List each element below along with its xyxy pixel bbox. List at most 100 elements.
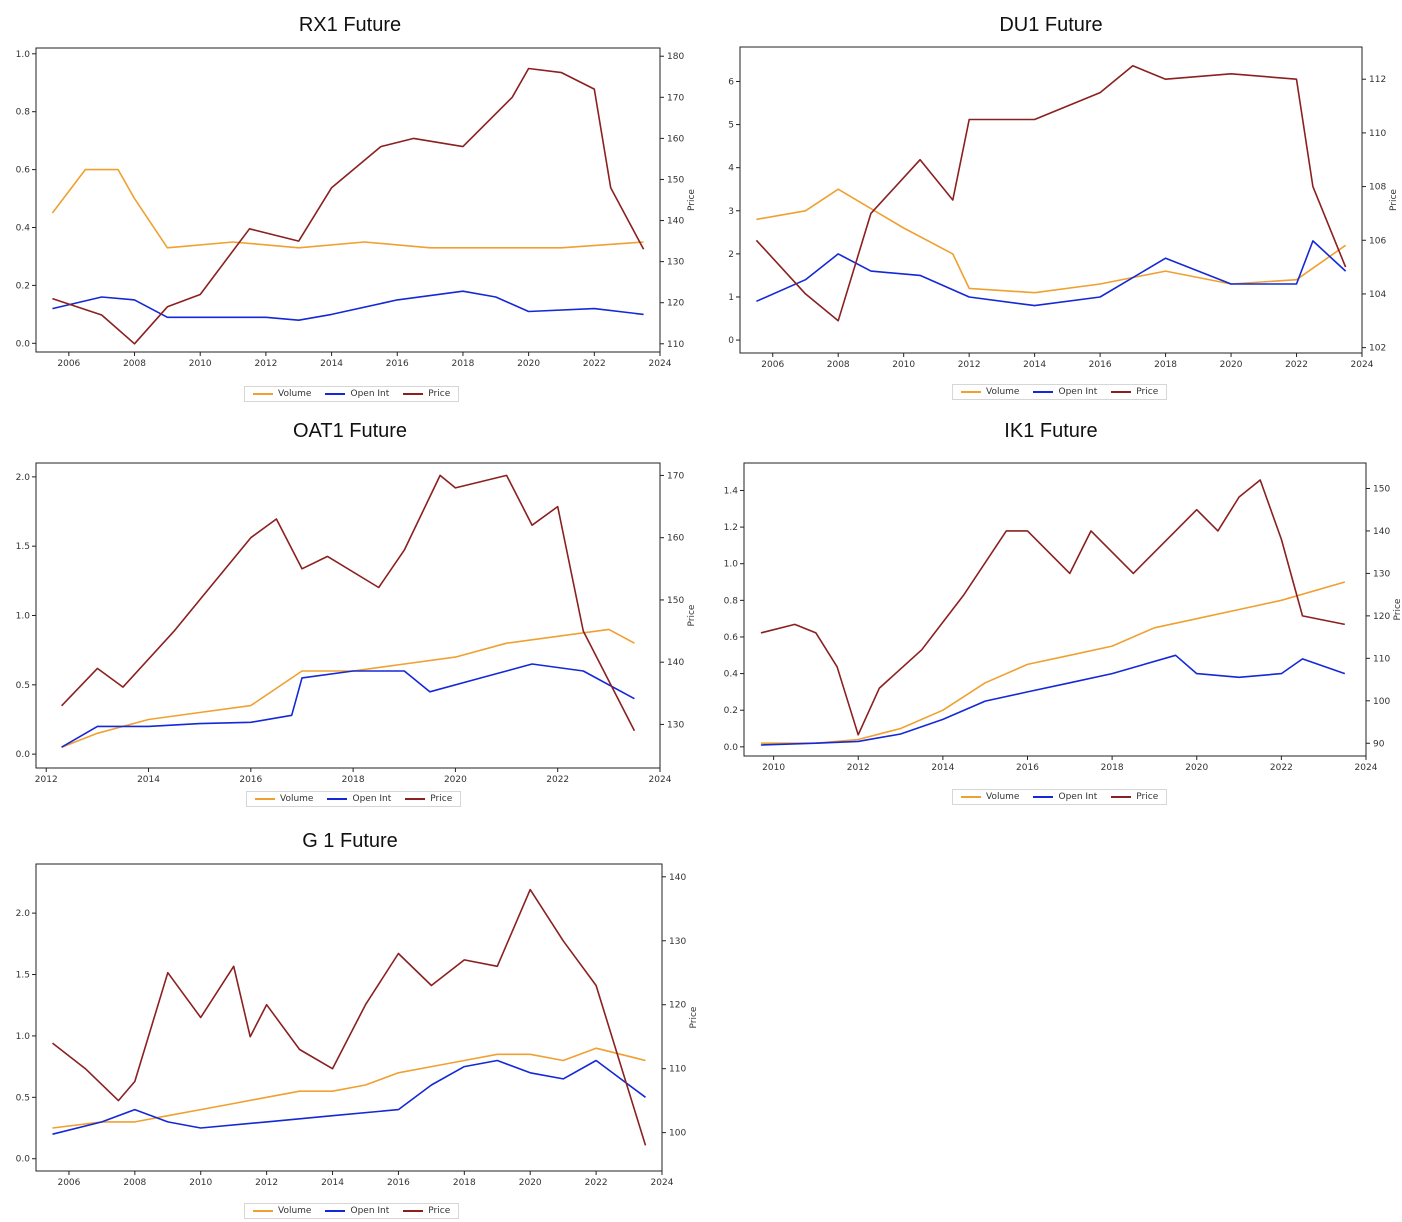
y-left-tick-label: 0.2 [724, 706, 738, 716]
x-tick-label: 2020 [517, 359, 540, 369]
legend-item-open-int: Open Int [327, 794, 391, 804]
chart-legend: Volume Open Int Price [246, 791, 462, 807]
chart-legend: Volume Open Int Price [952, 384, 1168, 400]
y-right-axis-label: Price [687, 189, 697, 211]
y-right-tick-label: 160 [667, 134, 684, 144]
y-right-tick-label: 112 [1369, 75, 1386, 85]
y-left-tick-label: 1.0 [16, 50, 31, 60]
x-tick-label: 2014 [321, 1178, 344, 1188]
y-left-tick-label: 1.4 [724, 486, 739, 496]
y-left-tick-label: 0.8 [724, 596, 739, 606]
x-tick-label: 2014 [137, 775, 160, 785]
y-right-tick-label: 120 [667, 299, 684, 309]
legend-item-volume: Volume [253, 389, 311, 399]
series-line-price [755, 64, 1347, 322]
y-right-tick-label: 102 [1369, 344, 1386, 354]
y-right-tick-label: 130 [1373, 569, 1390, 579]
x-tick-label: 2008 [123, 1178, 146, 1188]
y-right-tick-label: 180 [667, 52, 684, 62]
x-tick-label: 2012 [254, 359, 277, 369]
y-left-tick-label: 0.0 [16, 339, 31, 349]
y-left-tick-label: 0.6 [724, 633, 739, 643]
y-left-tick-label: 6 [728, 77, 734, 87]
series-line-price [52, 67, 645, 345]
series-line-price [760, 479, 1345, 736]
x-tick-label: 2024 [649, 775, 672, 785]
x-tick-label: 2020 [444, 775, 467, 785]
legend-item-price: Price [1111, 387, 1158, 397]
x-tick-label: 2008 [827, 360, 850, 370]
chart-title: IK1 Future [1004, 420, 1098, 442]
series-line-price [52, 888, 647, 1146]
x-tick-label: 2006 [761, 360, 784, 370]
y-right-tick-label: 150 [1373, 484, 1390, 494]
x-tick-label: 2010 [189, 1178, 212, 1188]
y-right-tick-label: 110 [669, 1065, 686, 1075]
chart-panel-ik1: IK1 Future 2010 2012 2014 2016 2018 2020 2022 2… [700, 410, 1402, 820]
legend-item-price: Price [403, 389, 450, 399]
y-right-tick-label: 130 [667, 720, 684, 730]
y-right-tick-label: 140 [667, 658, 684, 668]
x-tick-label: 2016 [239, 775, 262, 785]
legend-item-volume: Volume [961, 387, 1019, 397]
x-tick-label: 2016 [386, 359, 409, 369]
plot-frame [35, 863, 663, 1172]
y-left-tick-label: 1.2 [724, 523, 738, 533]
y-left-tick-label: 1.5 [16, 971, 30, 981]
chart-legend: Volume Open Int Price [952, 789, 1168, 805]
x-tick-label: 2010 [762, 763, 785, 773]
legend-item-open-int: Open Int [1033, 792, 1097, 802]
y-left-tick-label: 1.5 [16, 542, 30, 552]
y-left-tick-label: 5 [728, 121, 734, 131]
y-right-axis-label: Price [689, 1006, 699, 1028]
x-tick-label: 2006 [57, 1178, 80, 1188]
y-left-tick-label: 0.4 [16, 224, 31, 234]
y-left-tick-label: 0.5 [16, 1093, 30, 1103]
plot-frame [35, 462, 661, 769]
x-tick-label: 2020 [1185, 763, 1208, 773]
y-right-tick-label: 110 [1373, 654, 1390, 664]
x-tick-label: 2010 [189, 359, 212, 369]
y-left-tick-label: 3 [728, 207, 734, 217]
y-right-tick-label: 140 [1373, 527, 1390, 537]
series-line-open-int [756, 240, 1347, 307]
x-tick-label: 2018 [342, 775, 365, 785]
y-left-tick-label: 1.0 [16, 1032, 31, 1042]
chart-svg: 2010 2012 2014 2016 2018 2020 2022 2024 0.0 0.2 0.… [724, 462, 1402, 773]
chart-svg: 2012 2014 2016 2018 2020 2022 2024 0.0 0.5 1.0 1.5… [16, 462, 697, 785]
y-left-tick-label: 0.0 [724, 743, 739, 753]
y-right-tick-label: 90 [1373, 739, 1385, 749]
y-right-tick-label: 140 [667, 217, 684, 227]
chart-svg: 2006 2008 2010 2012 2014 2016 2018 2020 2022 2024… [16, 47, 697, 369]
x-tick-label: 2024 [1351, 360, 1374, 370]
y-left-tick-label: 1.0 [724, 560, 739, 570]
y-right-tick-label: 108 [1369, 183, 1386, 193]
y-left-tick-label: 0.5 [16, 681, 30, 691]
x-tick-label: 2012 [847, 763, 870, 773]
chart-title: G 1 Future [302, 830, 398, 852]
x-tick-label: 2012 [35, 775, 58, 785]
plot-frame [739, 46, 1363, 354]
chart-legend: Volume Open Int Price [244, 386, 460, 402]
y-right-tick-label: 110 [667, 340, 684, 350]
x-tick-label: 2018 [451, 359, 474, 369]
legend-item-open-int: Open Int [325, 1206, 389, 1216]
y-left-tick-label: 4 [728, 164, 734, 174]
y-left-tick-label: 0 [728, 336, 734, 346]
x-tick-label: 2024 [1355, 763, 1378, 773]
y-right-tick-label: 100 [669, 1129, 686, 1139]
x-tick-label: 2022 [546, 775, 569, 785]
y-right-axis-label: Price [1389, 189, 1399, 211]
y-left-tick-label: 0.8 [16, 108, 31, 118]
x-tick-label: 2020 [1220, 360, 1243, 370]
y-right-tick-label: 160 [667, 534, 684, 544]
x-tick-label: 2010 [892, 360, 915, 370]
x-tick-label: 2016 [1089, 360, 1112, 370]
series-line-price [61, 474, 636, 732]
chart-panel-rx1: RX1 Future 2006 2008 2010 2012 2014 2016 2018 2… [0, 0, 700, 410]
x-tick-label: 2024 [649, 359, 672, 369]
series-line-open-int [760, 654, 1346, 746]
y-right-tick-label: 120 [669, 1001, 686, 1011]
legend-item-price: Price [405, 794, 452, 804]
series-line-volume [52, 1047, 646, 1129]
